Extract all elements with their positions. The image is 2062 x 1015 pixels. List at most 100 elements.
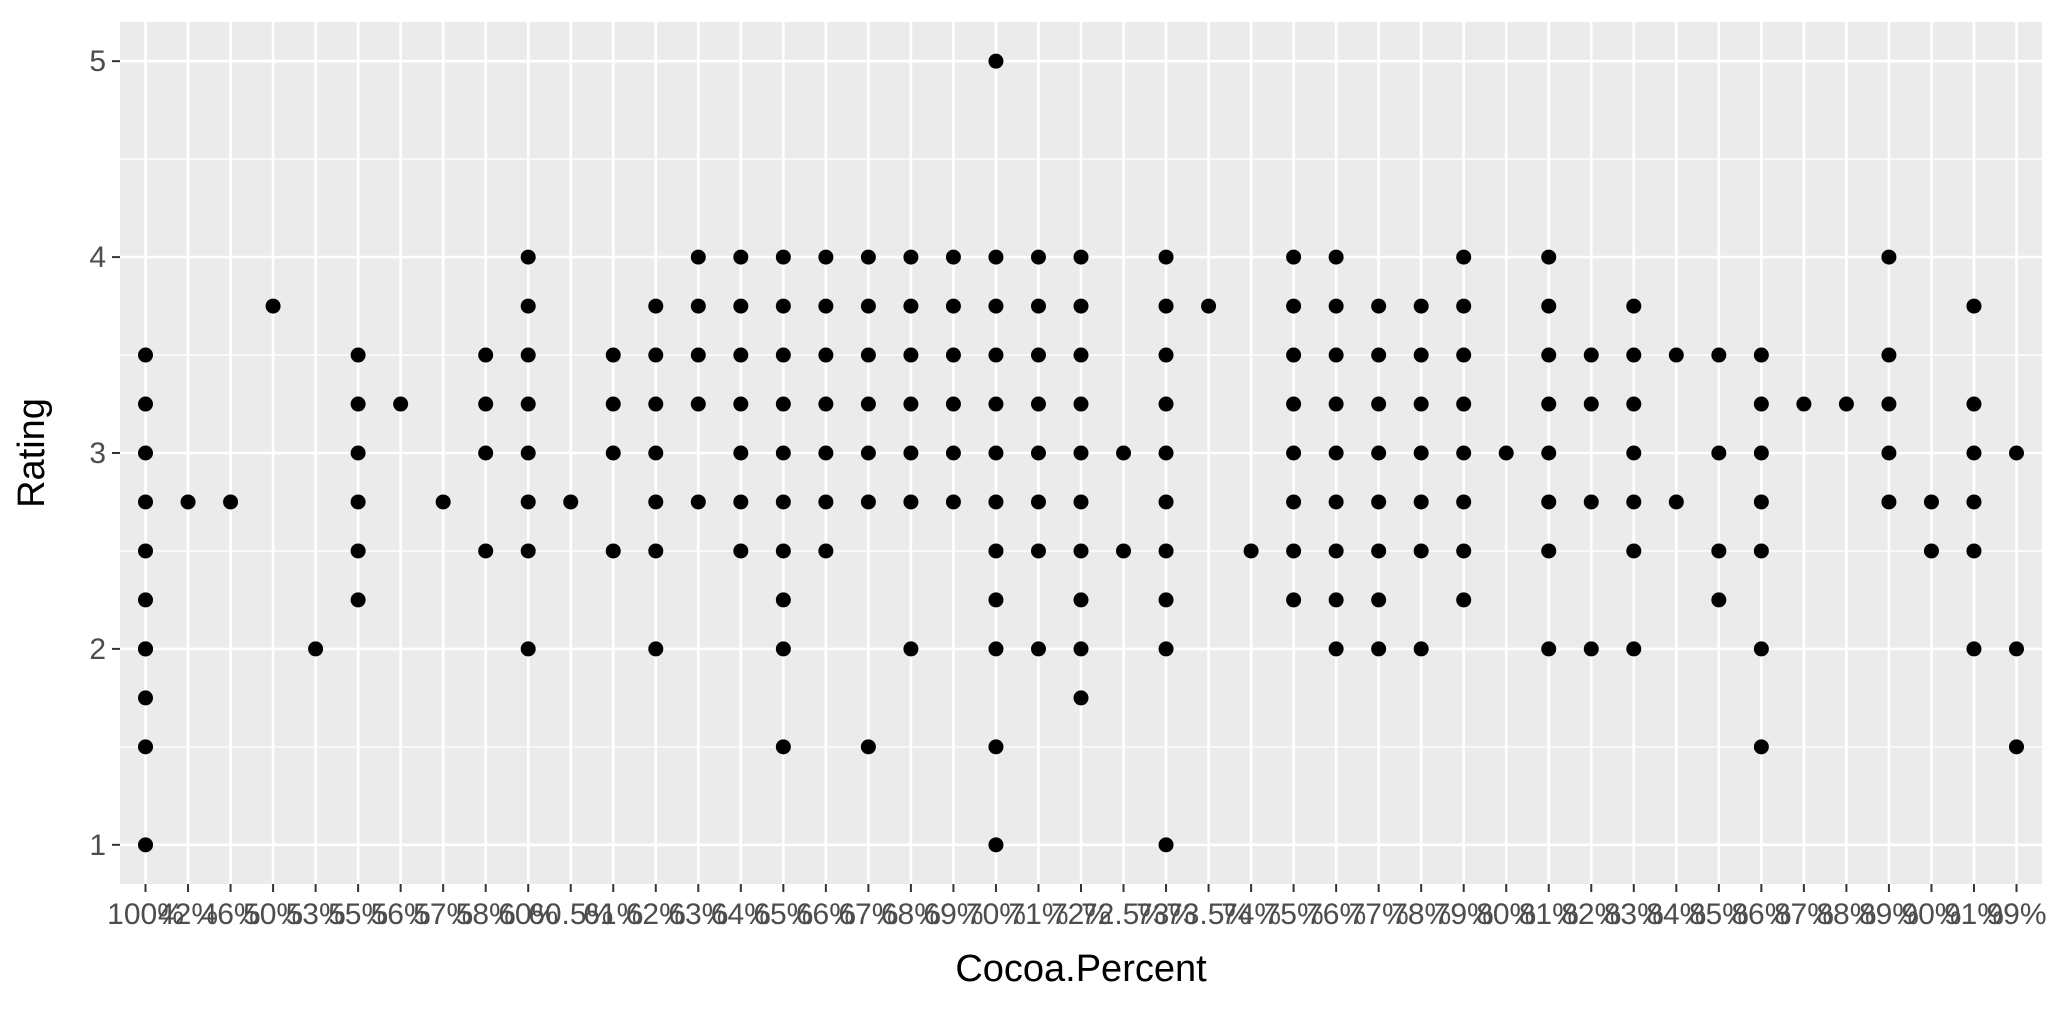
data-point [1753, 494, 1769, 510]
data-point [818, 445, 834, 461]
data-point [988, 837, 1004, 853]
data-point [988, 347, 1004, 363]
data-point [1073, 543, 1089, 559]
x-tick-label: 78% [1391, 898, 1451, 931]
data-point [1371, 445, 1387, 461]
x-tick-label: 88% [1816, 898, 1876, 931]
data-point [138, 396, 154, 412]
data-point [860, 494, 876, 510]
data-point [1286, 249, 1302, 265]
data-point [775, 543, 791, 559]
data-point [1158, 543, 1174, 559]
data-point [1923, 543, 1939, 559]
data-point [1286, 494, 1302, 510]
data-point [138, 690, 154, 706]
data-point [775, 739, 791, 755]
x-tick-label: 64% [711, 898, 771, 931]
data-point [690, 347, 706, 363]
x-tick-label: 62% [626, 898, 686, 931]
x-tick-label: 87% [1774, 898, 1834, 931]
data-point [308, 641, 324, 657]
data-point [733, 445, 749, 461]
y-tick-label: 1 [89, 829, 106, 862]
data-point [1328, 543, 1344, 559]
data-point [1626, 347, 1642, 363]
data-point [1668, 494, 1684, 510]
data-point [350, 592, 366, 608]
data-point [1286, 347, 1302, 363]
x-tick-label: 100% [107, 898, 184, 931]
data-point [945, 445, 961, 461]
x-tick-label: 72% [1051, 898, 1111, 931]
data-point [1413, 445, 1429, 461]
data-point [520, 298, 536, 314]
data-point [988, 53, 1004, 69]
x-tick-label: 90% [1901, 898, 1961, 931]
data-point [733, 298, 749, 314]
data-point [478, 347, 494, 363]
data-point [350, 396, 366, 412]
data-point [1328, 298, 1344, 314]
data-point [988, 739, 1004, 755]
x-tick-label: 89% [1859, 898, 1919, 931]
data-point [903, 347, 919, 363]
data-point [1626, 298, 1642, 314]
data-point [733, 396, 749, 412]
data-point [1158, 494, 1174, 510]
x-tick-label: 79% [1434, 898, 1494, 931]
data-point [1456, 396, 1472, 412]
data-point [648, 396, 664, 412]
data-point [775, 298, 791, 314]
x-tick-label: 83% [1604, 898, 1664, 931]
data-point [1966, 445, 1982, 461]
data-point [775, 249, 791, 265]
data-point [1328, 249, 1344, 265]
data-point [1030, 347, 1046, 363]
data-point [903, 298, 919, 314]
data-point [1371, 641, 1387, 657]
data-point [520, 445, 536, 461]
data-point [605, 543, 621, 559]
data-point [1626, 494, 1642, 510]
x-axis-ticks: 100%42%46%50%53%55%56%57%58%60%60.5%61%6… [107, 884, 2047, 931]
data-point [1073, 347, 1089, 363]
data-point [988, 641, 1004, 657]
data-point [265, 298, 281, 314]
data-point [988, 396, 1004, 412]
data-point [775, 494, 791, 510]
data-point [1456, 298, 1472, 314]
data-point [605, 396, 621, 412]
data-point [1753, 445, 1769, 461]
data-point [860, 298, 876, 314]
data-point [775, 592, 791, 608]
data-point [1541, 445, 1557, 461]
data-point [648, 347, 664, 363]
data-point [138, 592, 154, 608]
data-point [563, 494, 579, 510]
data-point [1541, 249, 1557, 265]
data-point [860, 396, 876, 412]
data-point [2008, 641, 2024, 657]
data-point [945, 494, 961, 510]
data-point [223, 494, 239, 510]
x-tick-label: 53% [286, 898, 346, 931]
data-point [860, 347, 876, 363]
x-tick-label: 66% [796, 898, 856, 931]
data-point [1413, 494, 1429, 510]
data-point [860, 739, 876, 755]
data-point [1073, 298, 1089, 314]
data-point [1498, 445, 1514, 461]
data-point [180, 494, 196, 510]
data-point [1626, 445, 1642, 461]
data-point [138, 641, 154, 657]
data-point [1371, 396, 1387, 412]
data-point [138, 543, 154, 559]
data-point [1796, 396, 1812, 412]
data-point [138, 494, 154, 510]
x-tick-label: 74% [1221, 898, 1281, 931]
data-point [1030, 445, 1046, 461]
data-point [1541, 494, 1557, 510]
data-point [1753, 641, 1769, 657]
data-point [860, 445, 876, 461]
